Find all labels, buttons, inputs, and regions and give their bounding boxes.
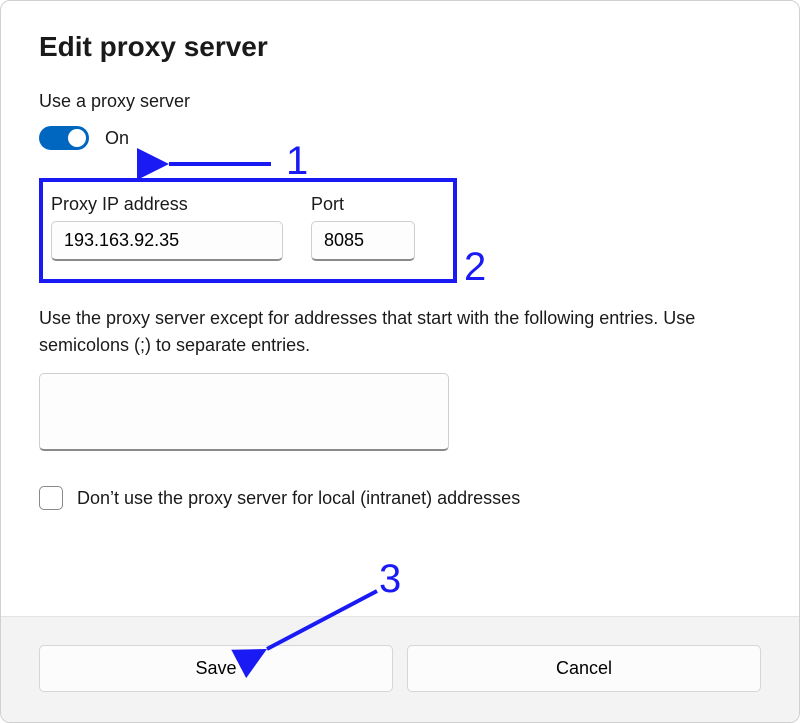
cancel-button[interactable]: Cancel xyxy=(407,645,761,692)
ip-port-group: Proxy IP address Port xyxy=(39,178,457,283)
dialog-footer: Save Cancel xyxy=(1,616,799,722)
exceptions-input[interactable] xyxy=(39,373,449,451)
proxy-port-input[interactable] xyxy=(311,221,415,261)
port-field: Port xyxy=(311,194,415,261)
proxy-ip-input[interactable] xyxy=(51,221,283,261)
ip-field: Proxy IP address xyxy=(51,194,283,261)
use-proxy-toggle[interactable] xyxy=(39,126,89,150)
toggle-knob-icon xyxy=(68,129,86,147)
bypass-local-checkbox[interactable] xyxy=(39,486,63,510)
port-label: Port xyxy=(311,194,415,215)
edit-proxy-dialog: Edit proxy server Use a proxy server On … xyxy=(0,0,800,723)
bypass-local-row: Don’t use the proxy server for local (in… xyxy=(39,486,761,510)
use-proxy-state: On xyxy=(105,128,129,149)
dialog-title: Edit proxy server xyxy=(39,31,761,63)
bypass-local-label: Don’t use the proxy server for local (in… xyxy=(77,488,520,509)
use-proxy-toggle-row: On xyxy=(39,126,761,150)
ip-label: Proxy IP address xyxy=(51,194,283,215)
exceptions-help: Use the proxy server except for addresse… xyxy=(39,305,761,359)
dialog-content: Edit proxy server Use a proxy server On … xyxy=(1,1,799,616)
use-proxy-label: Use a proxy server xyxy=(39,91,761,112)
save-button[interactable]: Save xyxy=(39,645,393,692)
